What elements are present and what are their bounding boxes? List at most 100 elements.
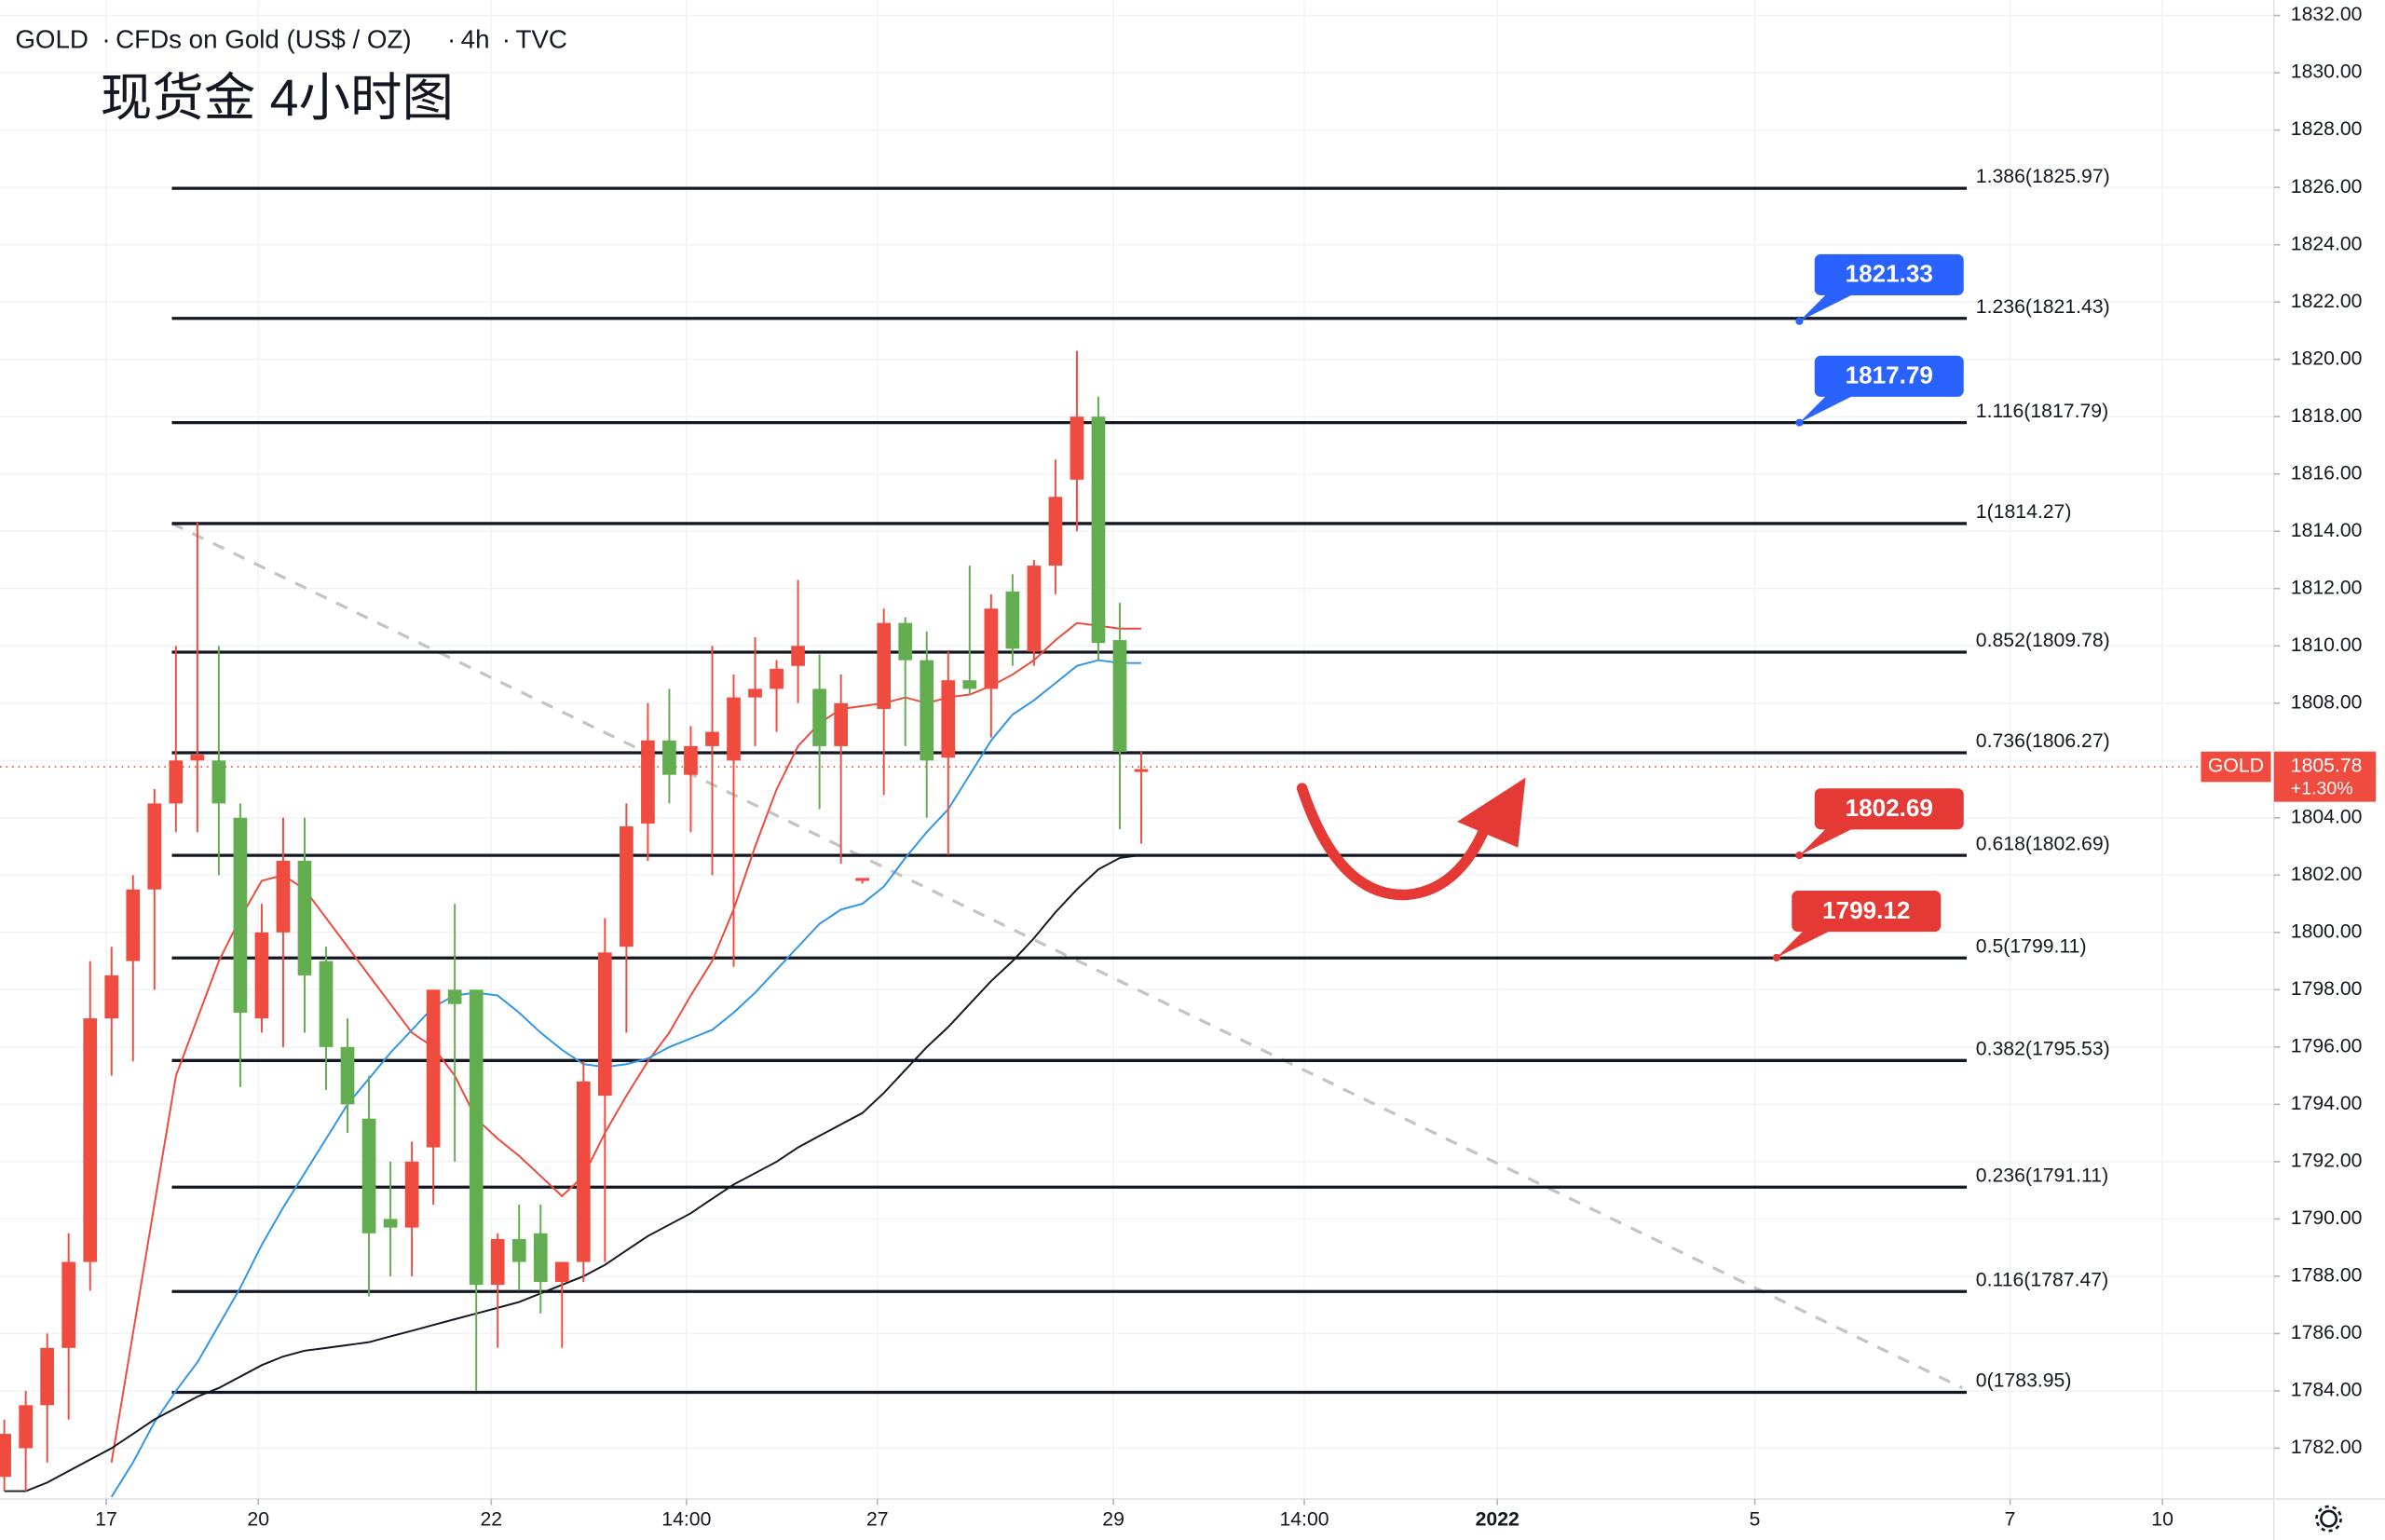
x-tick-label: 17 xyxy=(95,1508,117,1530)
symbol-tag-label: GOLD xyxy=(2208,756,2264,777)
candle-body xyxy=(447,989,462,1004)
callout-point xyxy=(1795,317,1804,325)
arrow-head xyxy=(1457,777,1526,848)
candle-body xyxy=(641,740,655,824)
candle-body xyxy=(705,731,719,746)
candle-body xyxy=(383,1219,398,1228)
callout-point xyxy=(1795,852,1804,860)
callout-point xyxy=(1795,418,1804,427)
interval: 4h xyxy=(461,24,490,53)
y-tick-label: 1814.00 xyxy=(2291,520,2363,541)
y-tick-label: 1816.00 xyxy=(2291,462,2363,484)
level-label: 0.382(1795.53) xyxy=(1976,1038,2110,1059)
candle-body xyxy=(554,1261,569,1283)
candle-body xyxy=(211,760,226,804)
y-tick-label: 1828.00 xyxy=(2291,118,2363,140)
axes: 1782.00 1784.00 1786.00 1788.00 1790.00 1792.… xyxy=(95,4,2377,1530)
annotation: 现货金 4小时图 xyxy=(101,69,454,127)
x-tick-label: 2022 xyxy=(1476,1508,1520,1530)
y-tick-label: 1796.00 xyxy=(2291,1035,2363,1056)
x-tick-label: 29 xyxy=(1102,1508,1124,1530)
callout-box xyxy=(1814,355,1964,397)
level-label: 0.736(1806.27) xyxy=(1976,730,2110,752)
y-tick-label: 1826.00 xyxy=(2291,176,2363,198)
candle-body xyxy=(898,622,913,661)
candle-body xyxy=(727,697,741,761)
candle-body xyxy=(684,745,698,775)
callout-label: 1821.33 xyxy=(1846,260,1933,288)
callout-label: 1799.12 xyxy=(1822,896,1910,924)
y-tick-label: 1782.00 xyxy=(2291,1437,2363,1458)
y-tick-label: 1820.00 xyxy=(2291,348,2363,369)
callout-box xyxy=(1814,788,1964,830)
change-label: +1.30% xyxy=(2291,779,2353,799)
y-tick-label: 1812.00 xyxy=(2291,577,2363,598)
candle-body xyxy=(40,1347,55,1406)
candle-body xyxy=(812,688,826,746)
candle-body xyxy=(877,622,892,709)
candle-body xyxy=(855,878,870,881)
candle-body xyxy=(0,1434,11,1478)
candle-body xyxy=(791,646,805,666)
callout-tail xyxy=(1799,395,1855,423)
candle-body xyxy=(1027,566,1042,652)
y-tick-label: 1804.00 xyxy=(2291,806,2363,827)
candle-body xyxy=(598,952,612,1097)
candle-body xyxy=(920,660,934,761)
y-tick-label: 1800.00 xyxy=(2291,920,2363,942)
candle-body xyxy=(319,961,334,1047)
candle-body xyxy=(962,680,977,689)
trend-line xyxy=(170,522,1963,1390)
candle-body xyxy=(254,932,269,1019)
fib-levels: 1.386(1825.97) 1.236(1821.43) 1.116(1817.7… xyxy=(0,166,2274,1395)
candle-body xyxy=(834,702,848,746)
y-tick-label: 1832.00 xyxy=(2291,4,2363,25)
moving-average xyxy=(110,659,1141,1498)
callout-label: 1802.69 xyxy=(1846,794,1933,822)
level-label: 0.236(1791.11) xyxy=(1976,1165,2108,1186)
y-tick-label: 1788.00 xyxy=(2291,1265,2363,1287)
candle-body xyxy=(469,989,484,1286)
callout-tail xyxy=(1776,930,1832,958)
level-label: 1.116(1817.79) xyxy=(1976,401,2108,422)
symbol-tag xyxy=(2201,751,2271,783)
candle-body xyxy=(1048,497,1063,566)
price-tag-label: 1805.78 xyxy=(2291,756,2363,777)
y-tick-label: 1792.00 xyxy=(2291,1150,2363,1171)
y-tick-label: 1810.00 xyxy=(2291,634,2363,656)
x-tick-label: 14:00 xyxy=(661,1508,711,1530)
y-tick-label: 1784.00 xyxy=(2291,1380,2363,1401)
price-tag xyxy=(2273,751,2377,802)
candle-body xyxy=(748,688,762,698)
candle-body xyxy=(361,1118,376,1233)
candle-body xyxy=(984,608,999,689)
callout-point xyxy=(1772,953,1781,961)
candle-body xyxy=(511,1238,526,1262)
separator: · xyxy=(447,24,456,53)
header: GOLD · CFDs on Gold (US$ / OZ) · 4h · TV… xyxy=(15,24,567,127)
level-label: 0.618(1802.69) xyxy=(1976,833,2110,854)
candle-body xyxy=(576,1081,591,1262)
moving-average xyxy=(4,853,1142,1492)
candle-body xyxy=(104,974,119,1019)
candle-body xyxy=(533,1233,548,1283)
candle-body xyxy=(1070,416,1084,480)
settings-icon[interactable] xyxy=(2315,1505,2342,1533)
candle-body xyxy=(297,860,312,975)
candle-body xyxy=(126,889,141,961)
y-tick-label: 1798.00 xyxy=(2291,978,2363,1000)
level-label: 1.236(1821.43) xyxy=(1976,296,2110,318)
x-tick-label: 7 xyxy=(2005,1508,2016,1530)
candle-body xyxy=(19,1405,33,1449)
separator: · xyxy=(502,24,511,53)
x-tick-label: 27 xyxy=(866,1508,889,1530)
callout-label: 1817.79 xyxy=(1846,361,1933,389)
y-tick-label: 1808.00 xyxy=(2291,691,2363,713)
description: CFDs on Gold (US$ / OZ) xyxy=(116,24,412,53)
level-label: 1(1814.27) xyxy=(1976,501,2072,523)
source: TVC xyxy=(515,24,566,53)
candle-body xyxy=(276,860,291,933)
level-label: 0.116(1787.47) xyxy=(1976,1269,2108,1290)
